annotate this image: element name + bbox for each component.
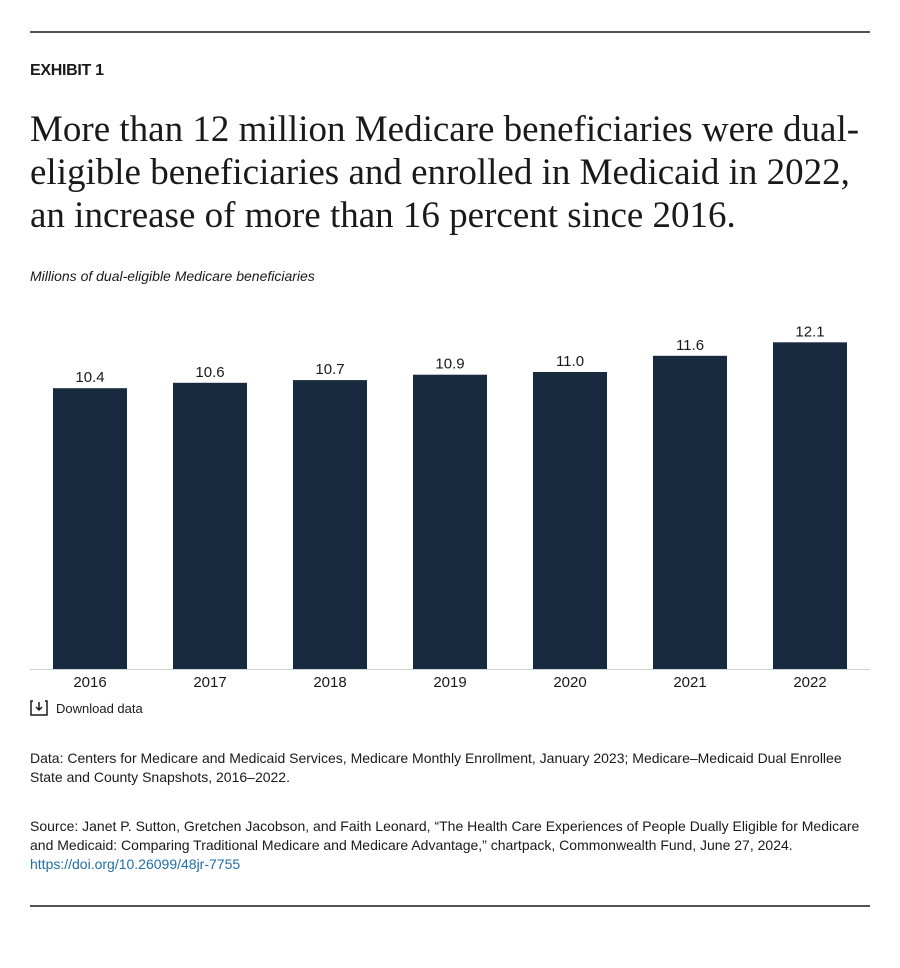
value-label: 11.6 [676,337,704,354]
x-tick-label: 2021 [673,674,706,691]
value-label: 10.4 [75,369,104,386]
exhibit-label: EXHIBIT 1 [30,62,104,79]
x-tick-label: 2018 [313,674,346,691]
x-tick-label: 2016 [73,674,106,691]
y-axis-label: Millions of dual-eligible Medicare benef… [30,268,315,284]
value-label: 10.6 [195,364,224,381]
value-label: 12.1 [795,323,824,340]
bar [653,355,727,669]
source-text: Source: Janet P. Sutton, Gretchen Jacobs… [30,818,860,853]
bottom-rule [30,905,870,907]
bar [173,382,247,669]
value-label: 11.0 [556,353,584,370]
bar [533,372,607,669]
bar [53,388,127,669]
source-note: Source: Janet P. Sutton, Gretchen Jacobs… [30,817,875,874]
chart-title: More than 12 million Medicare beneficiar… [30,109,860,236]
x-tick-label: 2022 [793,674,826,691]
x-tick-label: 2020 [553,674,586,691]
value-label: 10.7 [315,361,344,378]
bar [293,380,367,669]
x-tick-label: 2017 [193,674,226,691]
value-label: 10.9 [435,356,464,373]
doi-link[interactable]: https://doi.org/10.26099/48jr-7755 [30,856,241,872]
data-note: Data: Centers for Medicare and Medicaid … [30,750,842,785]
download-button[interactable]: Download data [30,700,143,716]
chart: 10.4 2016 10.6 2017 10.7 2018 10.9 2019 11.0 2020… [30,323,870,691]
download-icon [30,700,48,716]
bar [413,374,487,669]
x-tick-label: 2019 [433,674,466,691]
download-label[interactable]: Download data [56,700,143,716]
top-rule [30,31,870,33]
bar [773,342,847,669]
